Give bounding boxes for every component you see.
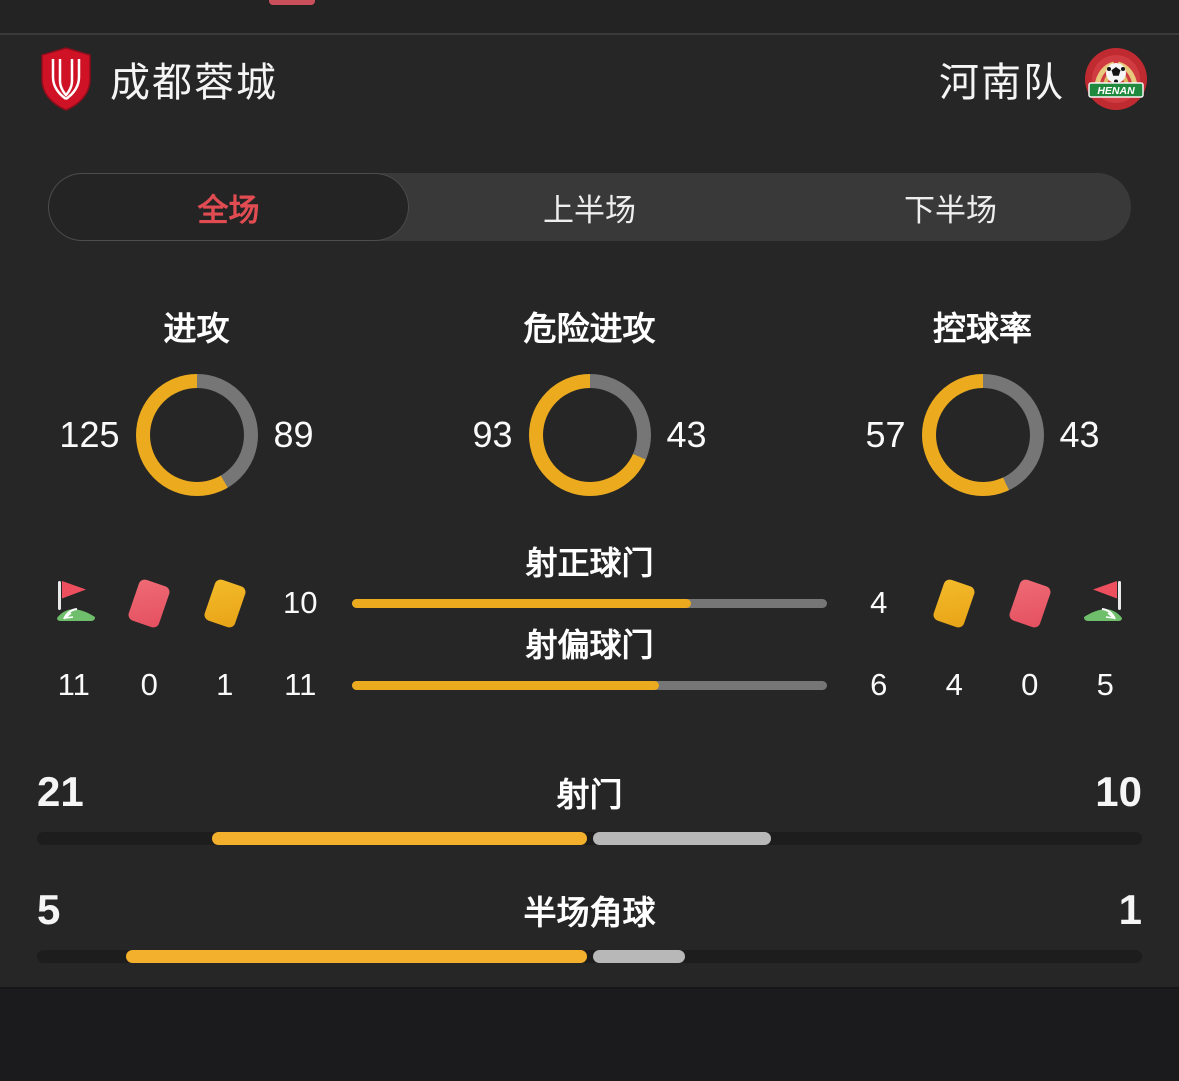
shots-off-target-label: 射偏球门 <box>525 626 654 663</box>
footer-band <box>0 987 1179 1081</box>
shots-off-target-home: 11 <box>284 667 317 702</box>
away-team-name: 河南队 <box>939 61 1065 105</box>
yellow-card-icon <box>932 577 977 629</box>
tab-full-match[interactable]: 全场 <box>48 173 409 241</box>
shots-off-target-bar <box>352 680 827 690</box>
corners-away: 1 <box>1118 886 1142 933</box>
donut-ring <box>528 374 651 496</box>
mid-row-values: 11 0 1 11 射偏球门 6 4 0 5 <box>36 627 1143 714</box>
svg-text:HENAN: HENAN <box>1097 85 1135 97</box>
shots-on-target-label: 射正球门 <box>525 544 654 581</box>
home-discipline-values: 11 0 1 11 <box>36 667 338 703</box>
home-team: 成都蓉城 <box>40 47 278 111</box>
total-shots-home: 21 <box>37 768 84 815</box>
home-discipline-icons: 10 <box>36 577 338 629</box>
donut-title: 进攻 <box>163 310 230 347</box>
corner-flag-icon <box>56 581 95 621</box>
red-card-icon <box>127 577 172 629</box>
away-discipline-icons: 4 <box>841 577 1143 629</box>
donut-away-value: 89 <box>273 414 314 455</box>
corners-label: 半场角球 <box>523 894 656 931</box>
donut-home-value: 93 <box>472 414 513 455</box>
total-shots-stat: 21 射门 10 <box>37 766 1142 845</box>
total-shots-away: 10 <box>1095 768 1142 815</box>
home-team-name: 成都蓉城 <box>110 61 278 105</box>
top-tab-indicator <box>269 0 315 5</box>
total-shots-label: 射门 <box>556 776 623 813</box>
away-yellow-cards-value: 4 <box>945 667 963 702</box>
tab-second-half[interactable]: 下半场 <box>904 192 997 228</box>
donut-title: 危险进攻 <box>523 310 656 347</box>
donut-title: 控球率 <box>933 310 1032 347</box>
shots-off-target-away: 6 <box>870 667 888 702</box>
shots-off-target-bar-area: 射偏球门 <box>338 627 841 690</box>
donut-ring <box>921 374 1044 496</box>
away-discipline-values: 6 4 0 5 <box>841 667 1143 703</box>
donut-home-value: 125 <box>59 414 120 455</box>
corners-home: 5 <box>37 886 61 933</box>
home-yellow-cards-value: 1 <box>216 667 234 702</box>
home-corners-value: 11 <box>57 667 90 702</box>
away-team-logo-icon: HENAN <box>1085 48 1147 110</box>
corners-bar <box>37 950 1142 963</box>
red-card-icon <box>1007 577 1052 629</box>
top-strip <box>0 0 1179 35</box>
donut-attacks: 进攻 125 89 <box>0 302 393 496</box>
corners-stat: 5 半场角球 1 <box>37 884 1142 963</box>
donut-away-value: 43 <box>1059 414 1100 455</box>
total-shots-bar <box>37 832 1142 845</box>
donut-charts: 进攻 125 89 危险进攻 93 43 控球率 57 43 <box>0 302 1179 496</box>
shots-and-discipline: 10 射正球门 4 <box>36 545 1143 714</box>
yellow-card-icon <box>202 577 247 629</box>
away-red-cards-value: 0 <box>1021 667 1039 702</box>
match-header: 成都蓉城 河南队 HENAN <box>40 44 1149 114</box>
shots-on-target-bar-area: 射正球门 <box>338 545 841 608</box>
tab-first-half[interactable]: 上半场 <box>543 192 636 228</box>
mid-row-icons: 10 射正球门 4 <box>36 545 1143 632</box>
donut-ring <box>135 374 258 496</box>
donut-dangerous-attacks: 危险进攻 93 43 <box>393 302 786 496</box>
away-team: 河南队 HENAN <box>939 46 1149 112</box>
home-team-logo-icon <box>41 47 91 111</box>
shots-on-target-bar <box>352 598 827 608</box>
home-red-cards-value: 0 <box>140 667 158 702</box>
donut-possession: 控球率 57 43 <box>786 302 1179 496</box>
corner-flag-icon <box>1084 581 1123 621</box>
shots-on-target-home: 10 <box>283 585 318 620</box>
shots-on-target-away: 4 <box>870 585 888 620</box>
period-tabs: 全场 上半场 下半场 <box>48 173 1131 241</box>
away-corners-value: 5 <box>1096 667 1114 702</box>
donut-away-value: 43 <box>666 414 707 455</box>
donut-home-value: 57 <box>865 414 906 455</box>
